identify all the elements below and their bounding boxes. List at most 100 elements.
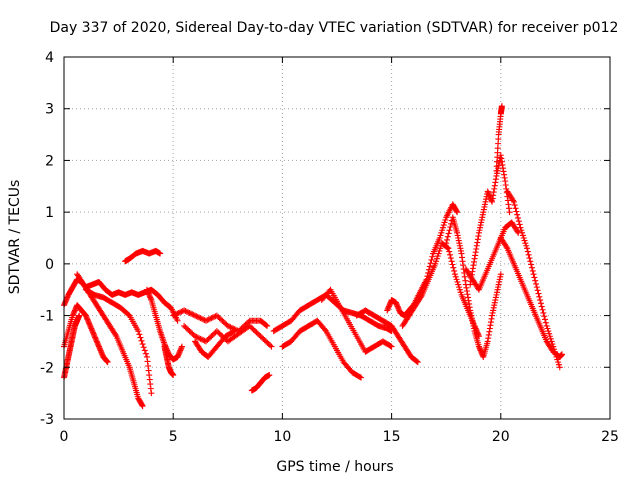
data-point	[211, 330, 218, 337]
data-point	[515, 218, 522, 225]
data-point	[76, 312, 83, 319]
data-point	[141, 347, 148, 354]
data-point	[526, 255, 533, 262]
series-track-19	[443, 214, 504, 360]
data-point	[174, 317, 181, 324]
data-point	[437, 245, 444, 252]
data-point	[517, 224, 524, 231]
data-point	[182, 324, 189, 331]
data-point	[541, 313, 548, 320]
data-point	[189, 330, 196, 337]
data-point	[445, 245, 452, 252]
data-point	[135, 328, 142, 335]
x-tick-label: 5	[169, 429, 178, 445]
series-track-22	[497, 235, 565, 360]
data-point	[447, 224, 454, 231]
data-point	[260, 335, 267, 342]
data-point	[452, 273, 459, 280]
data-point	[256, 331, 263, 338]
series-track-15	[318, 286, 395, 355]
data-point	[537, 300, 544, 307]
data-point	[552, 351, 559, 358]
data-point	[215, 313, 222, 320]
data-point	[142, 350, 149, 357]
data-point	[451, 271, 458, 278]
data-point	[189, 311, 196, 318]
data-point	[514, 228, 521, 235]
data-point	[544, 325, 551, 332]
data-point	[249, 325, 256, 332]
data-point	[261, 337, 268, 344]
data-point	[528, 264, 535, 271]
data-point	[222, 320, 229, 327]
data-point	[445, 230, 452, 237]
data-point	[178, 343, 185, 350]
data-point	[418, 293, 425, 300]
x-tick-label: 20	[492, 429, 510, 445]
data-point	[231, 328, 238, 335]
data-point	[540, 309, 547, 316]
data-point	[182, 308, 189, 315]
data-point	[213, 312, 220, 319]
data-point	[537, 297, 544, 304]
data-point	[138, 337, 145, 344]
data-point	[186, 309, 193, 316]
data-point	[224, 322, 231, 329]
data-point	[538, 303, 545, 310]
data-point	[215, 329, 222, 336]
data-point	[216, 315, 223, 322]
data-point	[219, 317, 226, 324]
data-point	[413, 358, 420, 365]
data-point	[429, 253, 436, 260]
y-tick-label: 0	[45, 257, 54, 273]
data-point	[529, 267, 536, 274]
data-point	[555, 361, 562, 368]
data-point	[446, 248, 453, 255]
data-point	[542, 316, 549, 323]
data-point	[444, 244, 451, 251]
data-point	[533, 284, 540, 291]
data-point	[137, 334, 144, 341]
data-point	[444, 236, 451, 243]
data-point	[193, 313, 200, 320]
data-point	[457, 289, 464, 296]
data-point	[548, 338, 555, 345]
series-track-03	[61, 312, 83, 381]
data-point	[433, 258, 440, 265]
plot-frame	[63, 56, 611, 420]
data-point	[512, 205, 519, 212]
data-point	[528, 261, 535, 268]
data-point	[550, 343, 557, 350]
data-point	[205, 335, 212, 342]
x-tick-label: 10	[273, 429, 291, 445]
data-point	[246, 322, 253, 329]
data-point	[104, 359, 111, 366]
data-point	[230, 328, 237, 335]
x-tick-label: 0	[60, 429, 69, 445]
data-point	[175, 309, 182, 316]
series-track-07	[143, 286, 185, 363]
data-point	[139, 341, 146, 348]
series-track-18	[399, 240, 482, 340]
data-point	[217, 331, 224, 338]
data-point	[172, 311, 179, 318]
data-point	[208, 333, 215, 340]
data-point	[455, 281, 462, 288]
series-track-09	[170, 307, 271, 335]
data-point	[200, 316, 207, 323]
data-point	[546, 333, 553, 340]
series-track-02	[61, 302, 111, 366]
chart-title: Day 337 of 2020, Sidereal Day-to-day VTE…	[50, 20, 619, 36]
y-tick-label: -1	[40, 309, 54, 325]
data-point	[513, 208, 520, 215]
data-point	[534, 287, 541, 294]
data-point	[447, 251, 454, 258]
data-point	[217, 316, 224, 323]
data-point	[192, 333, 199, 340]
data-point	[427, 260, 434, 267]
data-point	[434, 253, 441, 260]
data-point	[514, 214, 521, 221]
data-point	[253, 329, 260, 336]
series-track-16	[353, 307, 421, 366]
series-track-23	[504, 188, 563, 371]
